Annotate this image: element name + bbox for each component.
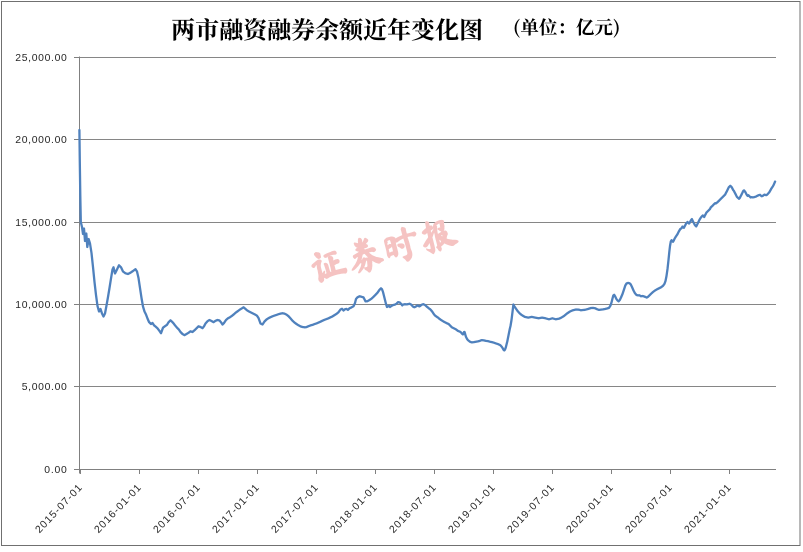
svg-text:5,000.00: 5,000.00: [22, 382, 67, 393]
svg-text:0.00: 0.00: [44, 465, 67, 476]
svg-text:20,000.00: 20,000.00: [15, 135, 67, 146]
svg-text:15,000.00: 15,000.00: [15, 218, 67, 229]
svg-text:25,000.00: 25,000.00: [15, 53, 67, 64]
svg-text:10,000.00: 10,000.00: [15, 300, 67, 311]
